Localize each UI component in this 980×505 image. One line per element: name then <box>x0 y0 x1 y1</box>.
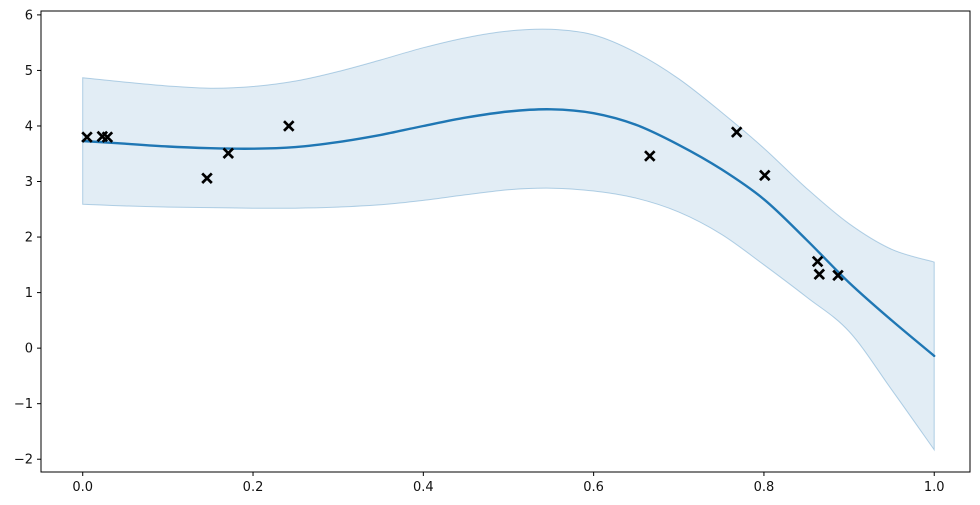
data-point-marker <box>730 126 743 138</box>
data-point-marker <box>81 131 93 143</box>
x-tick-label: 0.8 <box>754 480 775 495</box>
mean-line <box>81 108 936 358</box>
x-tick-label: 0.4 <box>413 480 434 495</box>
y-tick-label: −2 <box>14 453 33 468</box>
data-point-marker <box>283 120 295 132</box>
y-tick-label: 1 <box>25 286 33 301</box>
data-point-marker <box>644 150 656 162</box>
y-tick-label: 0 <box>25 342 33 357</box>
x-tick-label: 0.2 <box>243 480 264 495</box>
data-point-marker <box>832 269 844 282</box>
x-tick-label: 0.6 <box>583 480 604 495</box>
data-point-marker <box>759 169 771 182</box>
x-tick-label: 0.0 <box>72 480 93 495</box>
y-tick-label: −1 <box>14 397 33 412</box>
y-tick-label: 2 <box>25 231 33 246</box>
confidence-band <box>82 28 935 452</box>
y-tick-label: 6 <box>25 8 33 23</box>
data-point-marker <box>201 172 213 184</box>
data-point-marker <box>813 268 826 281</box>
y-tick-label: 4 <box>25 119 33 134</box>
axes-border <box>40 10 971 473</box>
y-tick-label: 5 <box>25 64 33 79</box>
data-point-marker <box>101 131 114 143</box>
data-point-marker <box>811 255 824 268</box>
data-point-marker <box>222 147 235 159</box>
x-tick-label: 1.0 <box>924 480 945 495</box>
y-tick-label: 3 <box>25 175 33 190</box>
